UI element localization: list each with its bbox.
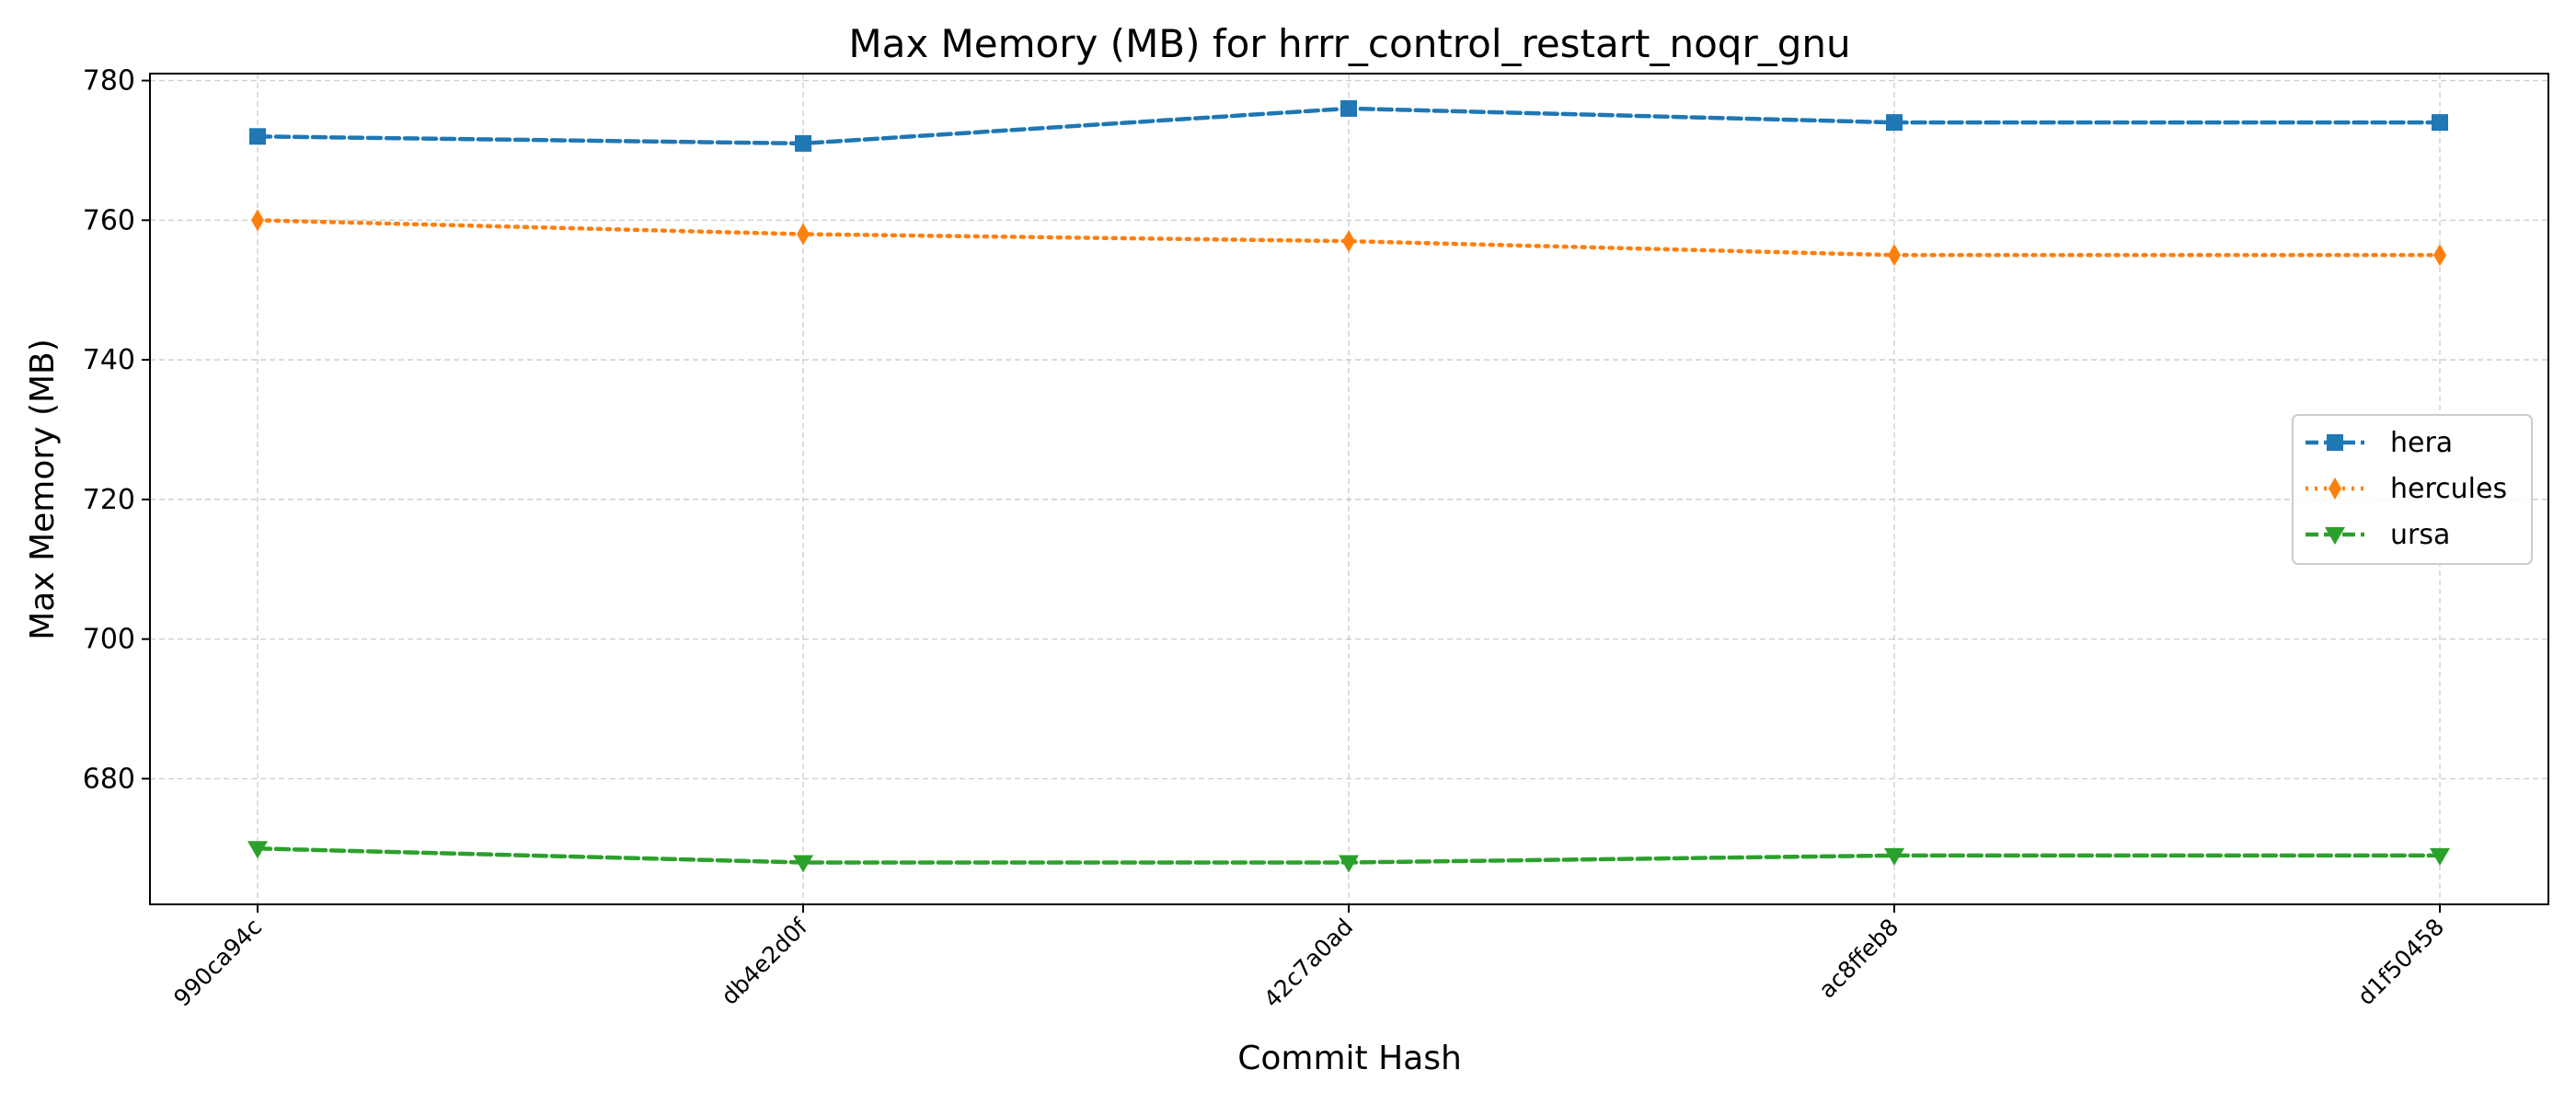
y-tick-label: 740 [83, 344, 135, 376]
legend-marker [2327, 434, 2343, 451]
legend-label: hera [2390, 427, 2453, 459]
series-lines [247, 99, 2450, 873]
legend-item-ursa: ursa [2306, 519, 2450, 551]
y-tick-label: 720 [83, 484, 135, 516]
x-axis-label: Commit Hash [1237, 1040, 1462, 1077]
legend-marker [2329, 477, 2341, 500]
grid-lines [150, 74, 2548, 904]
data-point-hercules [251, 209, 264, 232]
data-point-hercules [797, 223, 810, 246]
legend-item-hera: hera [2306, 427, 2453, 459]
y-axis-label: Max Memory (MB) [24, 339, 62, 640]
legend-label: hercules [2390, 473, 2507, 505]
data-point-hercules [1342, 230, 1355, 253]
data-point-ursa [247, 841, 268, 859]
chart-title: Max Memory (MB) for hrrr_control_restart… [848, 21, 1850, 66]
y-tick-label: 780 [83, 65, 135, 98]
series-ursa [247, 841, 2450, 873]
y-tick-label: 700 [83, 624, 135, 656]
data-point-hercules [2433, 244, 2446, 267]
data-point-ursa [1339, 855, 1359, 873]
series-hercules [251, 209, 2446, 267]
data-point-ursa [2430, 847, 2450, 866]
legend-marker [2325, 527, 2345, 545]
data-point-hera [795, 134, 811, 152]
data-point-hercules [1888, 244, 1901, 267]
legend-label: ursa [2390, 519, 2450, 551]
legend-box [2292, 414, 2533, 565]
data-point-hera [2432, 114, 2448, 132]
y-tick-label: 760 [83, 204, 135, 236]
data-point-hera [249, 128, 266, 145]
y-tick-label: 680 [83, 763, 135, 795]
data-point-ursa [793, 855, 813, 873]
legend: hera hercules ursa [2292, 414, 2533, 565]
data-point-ursa [1884, 847, 1904, 866]
data-point-hera [1886, 114, 1903, 132]
series-hera [249, 99, 2448, 152]
data-point-hera [1340, 99, 1357, 117]
legend-item-hercules: hercules [2306, 473, 2507, 505]
